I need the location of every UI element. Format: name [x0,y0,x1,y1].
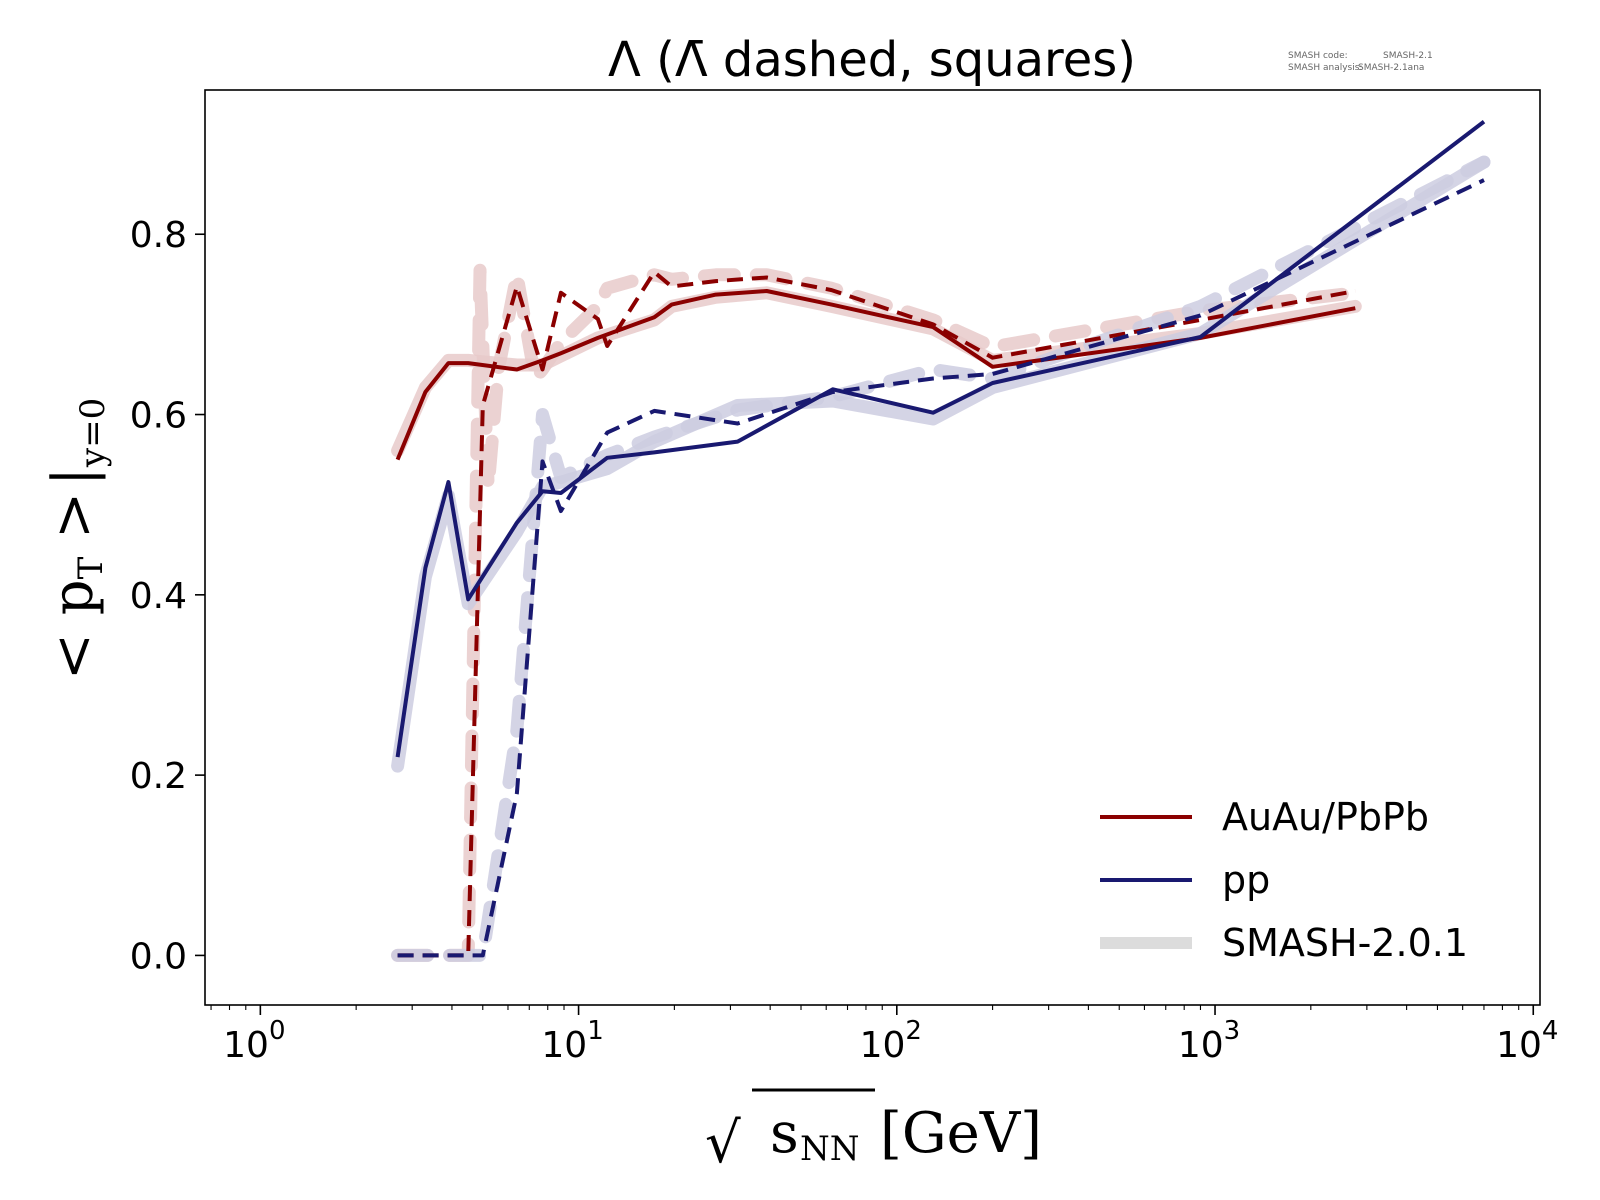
x-tick-label-3: 103 [1178,1016,1240,1066]
chart-title: Λ (Λ̄ dashed, squares) [608,32,1136,88]
code-value: SMASH-2.1 [1383,51,1433,61]
x-tick-label-1: 101 [541,1016,603,1066]
x-label-main: s [770,1101,799,1166]
x-label-sub: NN [800,1129,860,1169]
legend-label-smash: SMASH-2.0.1 [1222,921,1468,965]
legend: AuAu/PbPb pp SMASH-2.0.1 [1100,795,1468,965]
y-label-open: < [41,615,106,680]
series-line-4 [395,289,1356,461]
y-tick-label-3: 0.6 [130,396,187,437]
y-label-close: > [41,492,106,557]
x-label-root: √ [705,1111,741,1176]
y-label-bar: | [41,467,106,486]
y-label-main: p [41,579,106,615]
series-line-7 [397,178,1485,958]
legend-label-auau: AuAu/PbPb [1222,795,1429,839]
x-label-unit: [GeV] [880,1101,1042,1166]
series-line-1 [391,263,1362,962]
y-label-eval: y=0 [73,398,113,468]
y-tick-label-1: 0.2 [130,756,187,797]
y-label-sub: T [71,556,111,579]
x-tick-label-4: 104 [1496,1016,1558,1066]
analysis-value: SMASH-2.1ana [1358,63,1424,73]
plot-frame [204,89,1541,1006]
x-tick-label-0: 100 [223,1016,285,1066]
series-layer [391,120,1491,962]
x-axis-label: √ s NN [GeV] [705,1088,1042,1176]
code-annotation: SMASH code: SMASH-2.1 SMASH analysis: SM… [1288,51,1433,73]
y-tick-label-0: 0.0 [130,936,187,977]
series-line-5 [397,270,1356,958]
y-tick-label-4: 0.8 [130,215,187,256]
code-label: SMASH code: [1288,51,1348,61]
legend-label-pp: pp [1222,858,1270,902]
analysis-label: SMASH analysis: [1288,63,1362,73]
svg-text:< pT >|y=0: < pT > |y=0 [41,398,113,680]
y-axis-label: < pT > |y=0 [41,398,113,680]
x-tick-label-2: 102 [860,1016,922,1066]
tick-layer: 0.0 0.2 0.4 0.6 0.8 100 101 102 103 104 [130,215,1559,1066]
y-tick-label-2: 0.4 [130,576,187,617]
series-line-6 [395,120,1486,758]
